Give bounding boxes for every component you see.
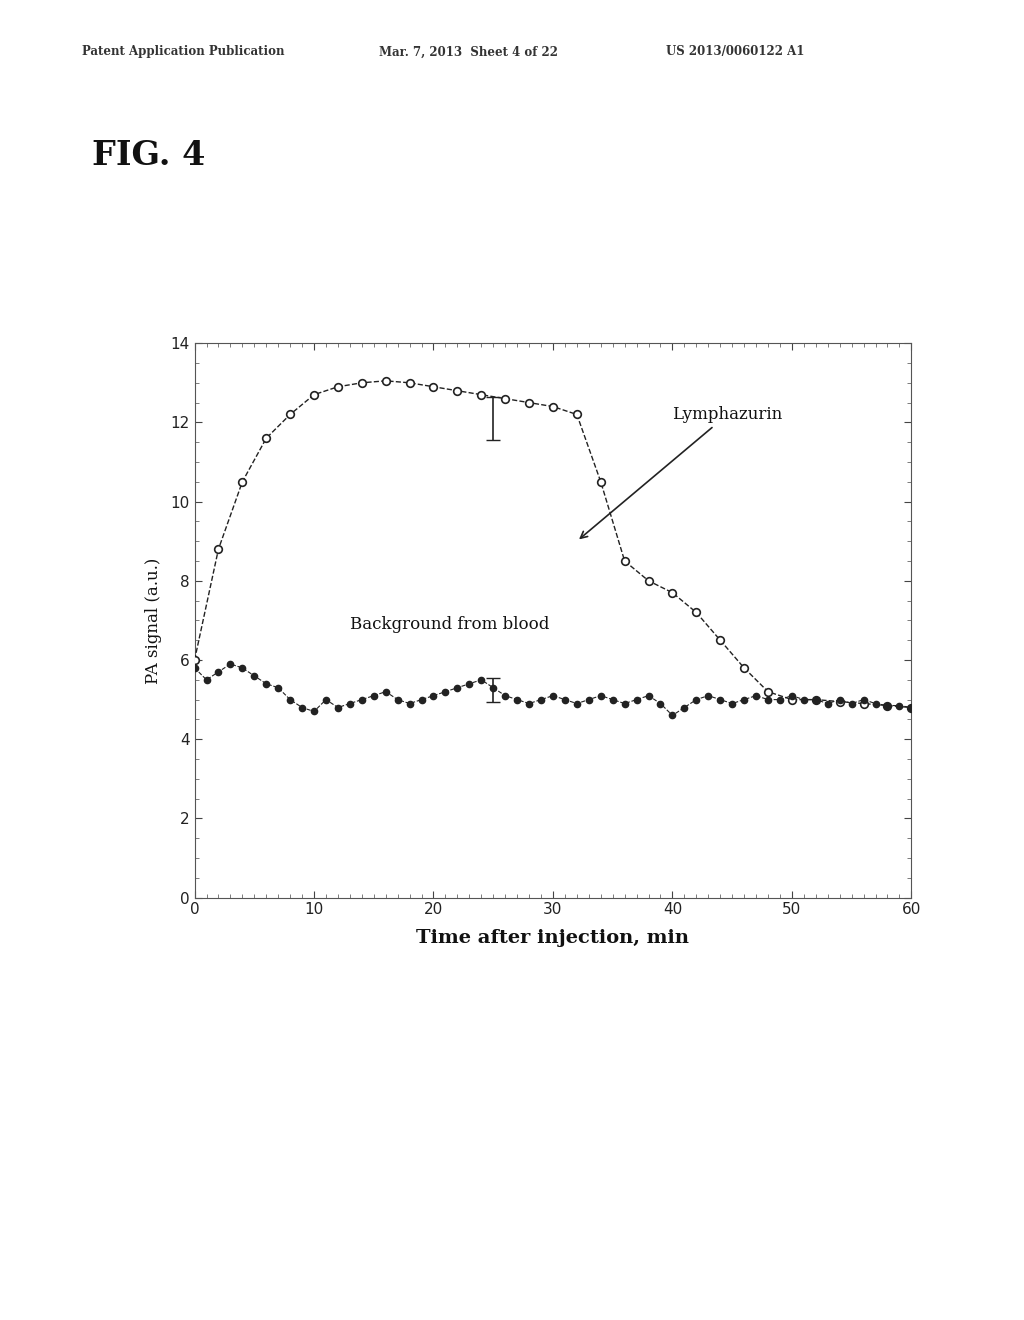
Text: FIG. 4: FIG. 4 (92, 139, 206, 172)
Text: Lymphazurin: Lymphazurin (581, 407, 782, 539)
Text: Background from blood: Background from blood (350, 616, 549, 632)
Y-axis label: PA signal (a.u.): PA signal (a.u.) (145, 557, 162, 684)
Text: US 2013/0060122 A1: US 2013/0060122 A1 (666, 45, 804, 58)
Text: Patent Application Publication: Patent Application Publication (82, 45, 285, 58)
X-axis label: Time after injection, min: Time after injection, min (417, 928, 689, 946)
Text: Mar. 7, 2013  Sheet 4 of 22: Mar. 7, 2013 Sheet 4 of 22 (379, 45, 558, 58)
